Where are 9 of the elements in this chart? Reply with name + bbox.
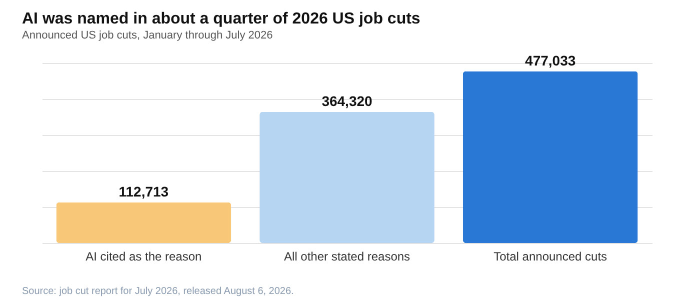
chart-title: AI was named in about a quarter of 2026 US job cuts	[22, 10, 420, 28]
x-tick-label: All other stated reasons	[284, 250, 410, 264]
data-label: 364,320	[322, 92, 373, 109]
x-tick-label: Total announced cuts	[494, 250, 608, 264]
source-note: Source: job cut report for July 2026, released August 6, 2026.	[22, 286, 294, 297]
data-label: 477,033	[525, 52, 576, 68]
x-tick-label: AI cited as the reason	[86, 250, 202, 264]
chart-subtitle: Announced US job cuts, January through July 2026	[22, 29, 273, 42]
data-label: 112,713	[118, 183, 169, 200]
